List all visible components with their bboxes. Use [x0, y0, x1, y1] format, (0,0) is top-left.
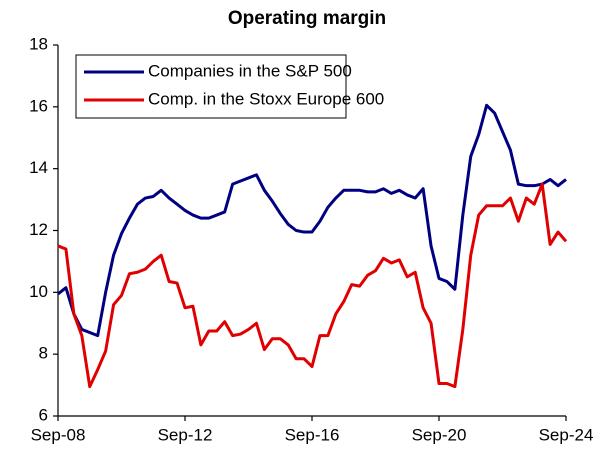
chart-title: Operating margin [228, 8, 386, 29]
x-tick-label: Sep-24 [539, 425, 594, 444]
x-tick-label: Sep-12 [158, 425, 213, 444]
legend-label: Comp. in the Stoxx Europe 600 [148, 89, 384, 108]
series-line [57, 182, 568, 389]
series-line [57, 103, 567, 338]
x-tick-label: Sep-16 [285, 425, 340, 444]
y-tick-label: 8 [39, 344, 48, 363]
y-tick-label: 10 [29, 282, 48, 301]
x-tick-label: Sep-08 [31, 425, 86, 444]
y-tick-label: 14 [29, 158, 48, 177]
x-tick-label: Sep-20 [412, 425, 467, 444]
y-tick-label: 16 [29, 96, 48, 115]
legend-label: Companies in the S&P 500 [148, 61, 352, 80]
y-tick-label: 12 [29, 220, 48, 239]
y-tick-label: 18 [29, 34, 48, 53]
legend-box [75, 54, 347, 119]
y-tick-label: 6 [39, 405, 48, 424]
